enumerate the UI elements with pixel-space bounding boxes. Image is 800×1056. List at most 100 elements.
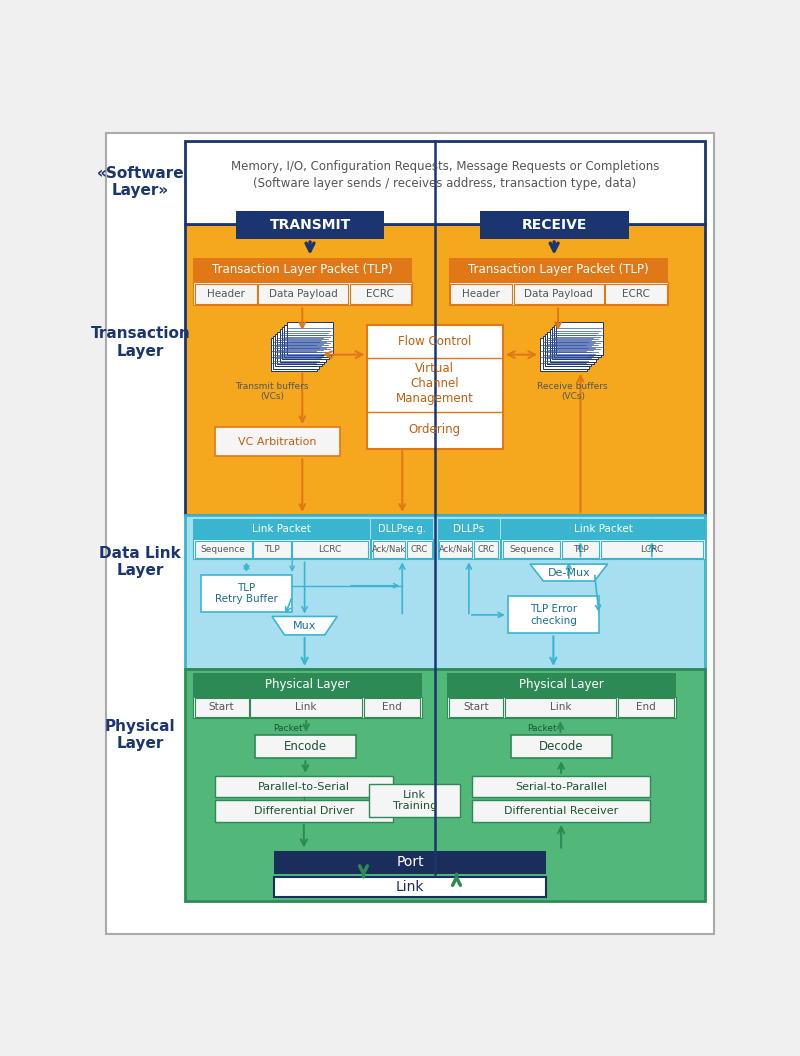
Bar (214, 776, 393, 797)
Text: Ack/Nak: Ack/Nak (438, 545, 473, 554)
Bar (250, 698, 362, 717)
Text: Link: Link (396, 881, 424, 894)
Text: Data Payload: Data Payload (525, 288, 593, 299)
Bar (505, 698, 616, 717)
Bar (480, 211, 629, 239)
Bar (350, 284, 410, 304)
Text: Link: Link (295, 702, 317, 713)
Bar (193, 258, 412, 282)
Bar (472, 800, 650, 822)
Text: DLLPse.g.: DLLPse.g. (378, 525, 426, 534)
Bar (186, 514, 705, 668)
Bar (447, 674, 676, 697)
Bar (201, 574, 292, 611)
Bar (278, 332, 324, 364)
Bar (193, 282, 412, 305)
Bar (502, 520, 705, 540)
Bar (540, 339, 586, 371)
Bar (449, 698, 503, 717)
Text: TLP
Retry Buffer: TLP Retry Buffer (215, 583, 278, 604)
Text: Virtual
Channel
Management: Virtual Channel Management (396, 362, 474, 406)
Bar (280, 329, 326, 361)
Text: «Software
Layer»: «Software Layer» (97, 166, 184, 199)
Text: Sequence: Sequence (510, 545, 554, 554)
Text: Flow Control: Flow Control (398, 335, 471, 348)
Bar (449, 282, 668, 305)
Text: (VCs): (VCs) (260, 392, 284, 400)
Bar (542, 336, 589, 369)
Bar (447, 697, 676, 718)
Bar (371, 520, 434, 540)
Text: Serial-to-Parallel: Serial-to-Parallel (515, 781, 607, 792)
Bar (282, 327, 329, 359)
Bar (285, 324, 331, 357)
Text: CRC: CRC (478, 545, 494, 554)
Bar (369, 784, 460, 817)
Text: Parallel-to-Serial: Parallel-to-Serial (258, 781, 350, 792)
Text: TLP Error
checking: TLP Error checking (530, 604, 577, 626)
Bar (194, 541, 252, 558)
Bar (193, 674, 422, 697)
Bar (186, 224, 705, 514)
Text: End: End (636, 702, 655, 713)
Text: TRANSMIT: TRANSMIT (270, 219, 350, 232)
Bar (557, 322, 603, 355)
Bar (550, 329, 596, 361)
Bar (236, 211, 385, 239)
Bar (273, 336, 319, 369)
Text: Transaction Layer Packet (TLP): Transaction Layer Packet (TLP) (468, 263, 648, 277)
Bar (562, 541, 599, 558)
Text: ECRC: ECRC (622, 288, 650, 299)
Bar (274, 850, 546, 873)
Bar (545, 334, 591, 366)
Bar (214, 800, 393, 822)
Text: Transaction Layer Packet (TLP): Transaction Layer Packet (TLP) (212, 263, 393, 277)
Text: Transmit buffers: Transmit buffers (235, 382, 309, 392)
Text: Ordering: Ordering (409, 422, 461, 436)
Bar (547, 332, 594, 364)
Text: Packet: Packet (273, 724, 302, 733)
Bar (363, 698, 420, 717)
Bar (439, 541, 472, 558)
Bar (514, 284, 604, 304)
Bar (407, 541, 432, 558)
Text: Link: Link (550, 702, 571, 713)
Bar (618, 698, 674, 717)
Bar (286, 322, 334, 355)
Bar (373, 541, 406, 558)
Text: Mux: Mux (293, 621, 316, 630)
Bar (270, 339, 317, 371)
Bar (367, 325, 503, 449)
Bar (438, 540, 500, 560)
Text: Start: Start (463, 702, 489, 713)
Polygon shape (272, 617, 337, 635)
Text: Link
Training: Link Training (393, 790, 437, 811)
Text: Memory, I/O, Configuration Requests, Message Requests or Completions: Memory, I/O, Configuration Requests, Mes… (230, 161, 659, 173)
Text: Port: Port (396, 855, 424, 869)
Bar (193, 520, 370, 540)
Bar (606, 284, 666, 304)
Text: DLLPs: DLLPs (454, 525, 485, 534)
Text: Sequence: Sequence (201, 545, 246, 554)
Bar (450, 284, 512, 304)
Text: (VCs): (VCs) (561, 392, 585, 400)
Text: Start: Start (209, 702, 234, 713)
Text: TLP: TLP (573, 545, 588, 554)
Text: Transaction
Layer: Transaction Layer (90, 326, 190, 359)
Text: CRC: CRC (410, 545, 428, 554)
Text: RECEIVE: RECEIVE (522, 219, 587, 232)
Bar (193, 697, 422, 718)
Text: ECRC: ECRC (366, 288, 394, 299)
Bar (552, 327, 598, 359)
Text: Receive buffers: Receive buffers (538, 382, 608, 392)
Bar (274, 878, 546, 898)
Text: Header: Header (462, 288, 500, 299)
Bar (508, 597, 599, 634)
Bar (503, 541, 560, 558)
Bar (275, 334, 322, 366)
Bar (194, 284, 257, 304)
Bar (371, 540, 434, 560)
Bar (474, 541, 498, 558)
Text: TLP: TLP (264, 545, 280, 554)
Text: Physical Layer: Physical Layer (518, 678, 603, 692)
